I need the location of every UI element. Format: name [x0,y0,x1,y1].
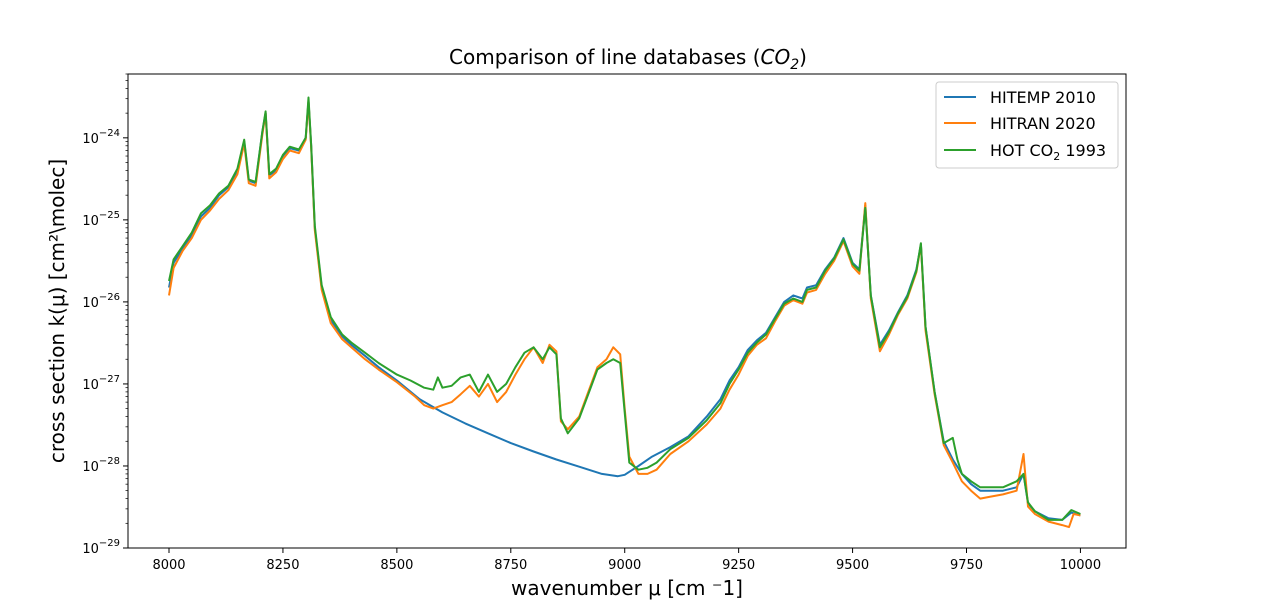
y-tick-label: 10−28 [82,456,120,475]
x-axis: 8000 8250 8500 8750 9000 9250 9500 9750 10000 [152,548,1101,573]
x-tick-label: 8250 [266,558,299,573]
legend: HITEMP 2010 HITRAN 2020 HOT CO2 1993 [935,81,1119,169]
series-layer [168,96,1081,529]
y-axis-title: cross section k(μ) [cm²\molec] [45,159,69,463]
y-tick-label: 10−29 [82,538,120,557]
x-tick-label: 9500 [836,558,869,573]
chart-title: Comparison of line databases (CO2) [449,45,807,73]
y-tick-label: 10−27 [82,374,120,393]
x-tick-label: 8500 [380,558,413,573]
y-tick-label: 10−24 [82,128,120,147]
legend-label-hotco2: HOT CO2 1993 [990,141,1106,163]
legend-label-hitemp: HITEMP 2010 [990,88,1096,107]
x-tick-label: 9750 [950,558,983,573]
y-tick-label: 10−26 [82,292,120,311]
y-tick-label: 10−25 [82,210,120,229]
x-tick-label: 9000 [608,558,641,573]
x-axis-title: wavenumber μ [cm ⁻1] [511,576,743,600]
x-tick-label: 9250 [722,558,755,573]
x-tick-label: 10000 [1060,558,1101,573]
legend-box [935,81,1119,169]
x-tick-label: 8000 [152,558,185,573]
x-tick-label: 8750 [494,558,527,573]
legend-label-hitran: HITRAN 2020 [990,114,1096,133]
y-axis: 10−29 10−28 10−27 10−26 10−25 10−24 [82,73,128,557]
series-line-hot-co2-1993 [168,96,1081,521]
plot-frame [127,73,1127,549]
